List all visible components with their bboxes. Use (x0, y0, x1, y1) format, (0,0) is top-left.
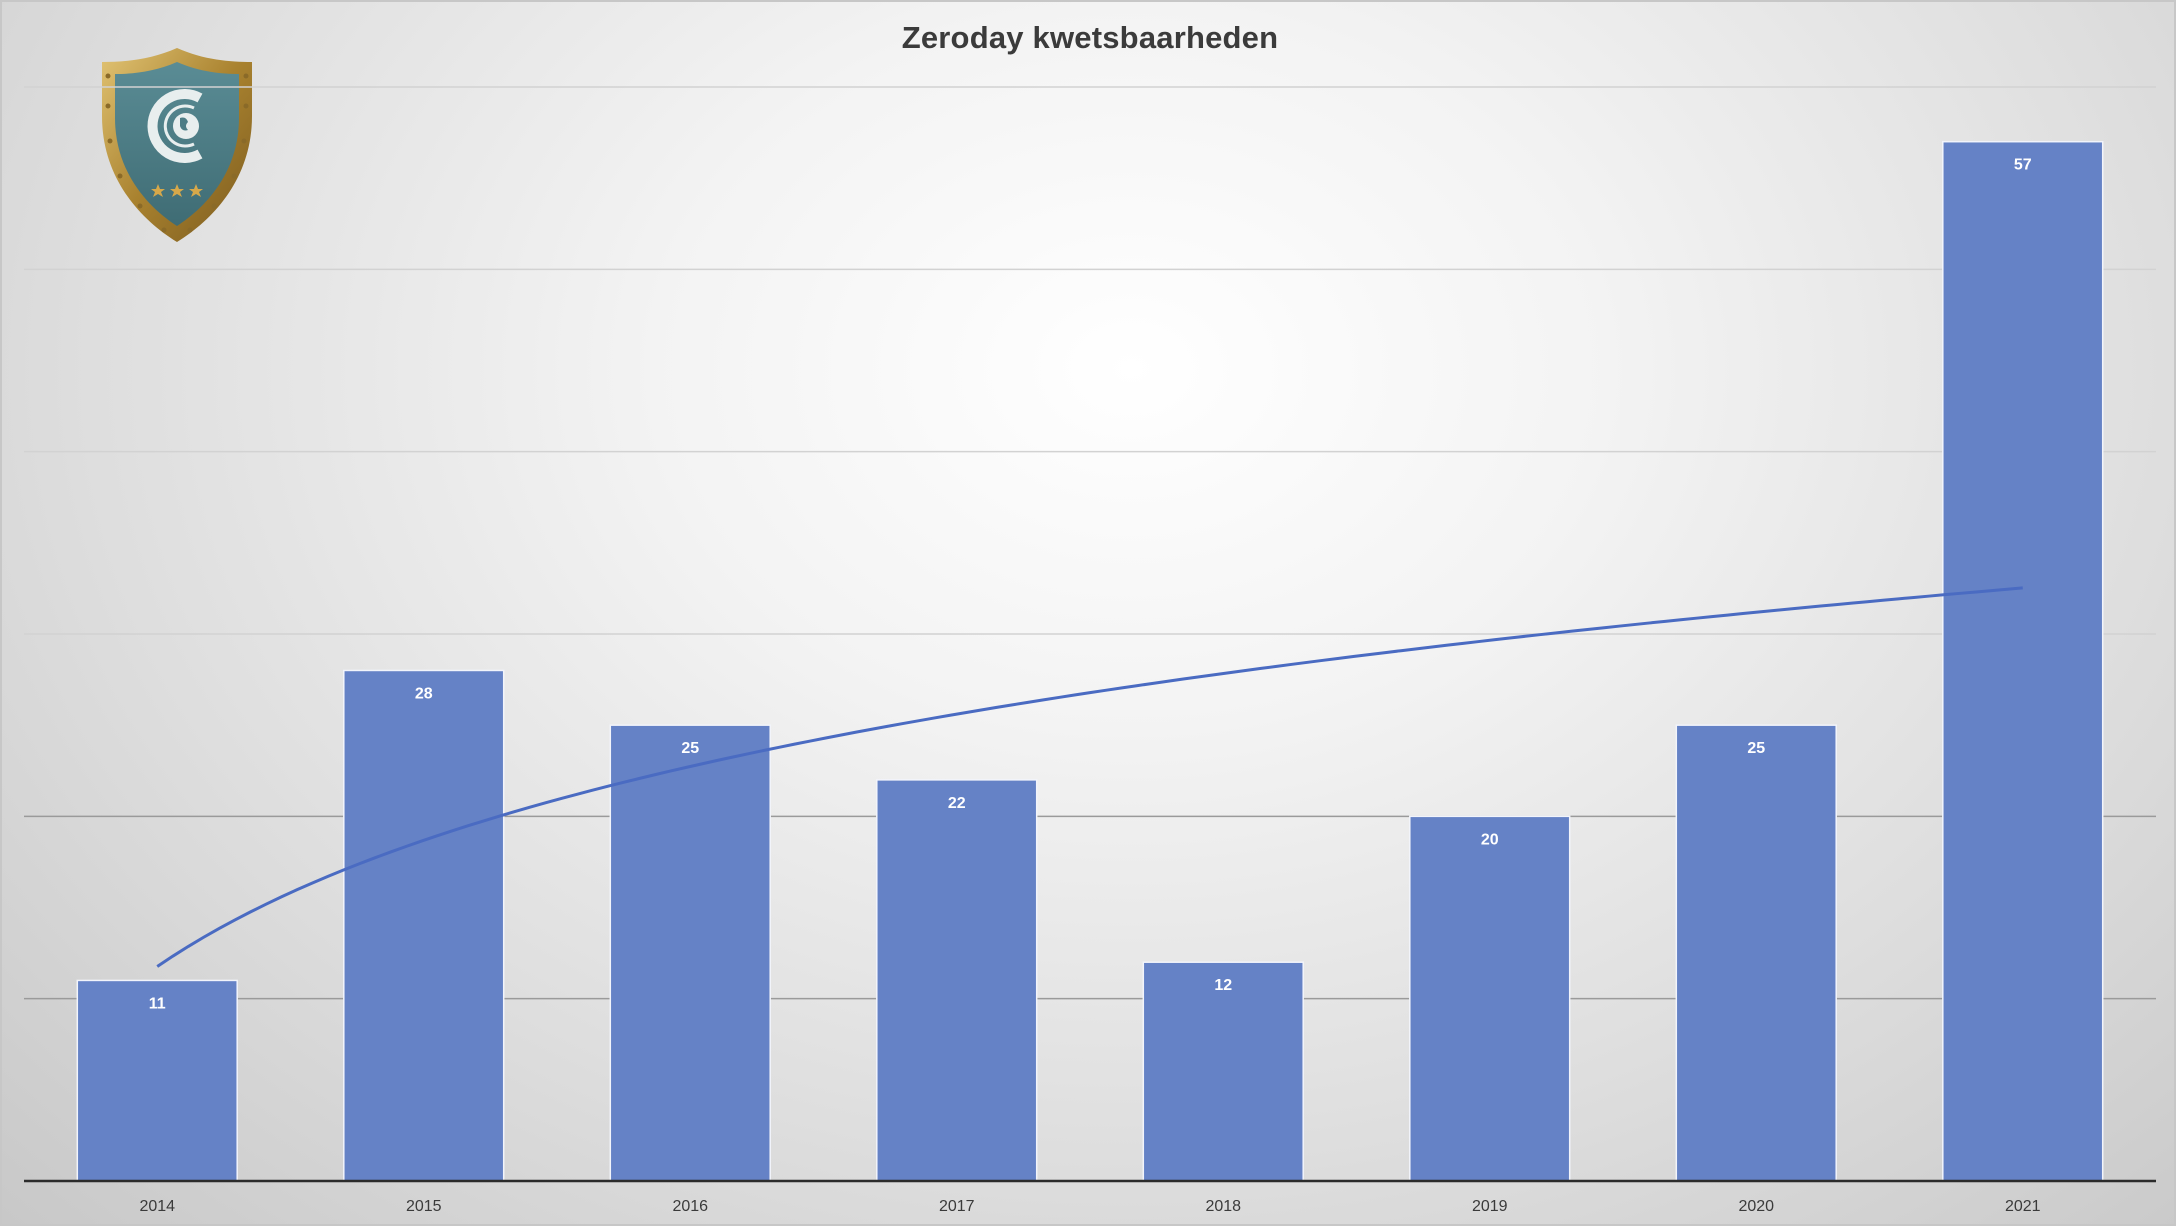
bar (1942, 140, 2104, 1182)
bar (876, 779, 1038, 1182)
x-tick-label: 2014 (139, 1198, 175, 1215)
data-label: 28 (415, 685, 433, 702)
bar (1675, 724, 1837, 1182)
x-tick-label: 2015 (406, 1198, 442, 1215)
x-tick-label: 2016 (672, 1198, 708, 1215)
data-label: 11 (149, 995, 166, 1012)
shield-logo-icon (102, 48, 252, 242)
x-tick-label: 2020 (1738, 1198, 1774, 1215)
bar (343, 669, 505, 1182)
bar (1409, 815, 1571, 1182)
data-label: 25 (681, 740, 699, 757)
data-label: 22 (948, 795, 966, 812)
data-label: 20 (1481, 831, 1499, 848)
data-label: 12 (1214, 977, 1232, 994)
x-tick-label: 2018 (1205, 1198, 1241, 1215)
x-tick-label: 2017 (939, 1198, 975, 1215)
data-label: 25 (1747, 740, 1765, 757)
bar (609, 724, 771, 1182)
x-tick-label: 2019 (1472, 1198, 1508, 1215)
x-tick-label: 2021 (2005, 1198, 2041, 1215)
data-label: 57 (2014, 157, 2032, 174)
trendline (156, 586, 2023, 968)
bar (1142, 961, 1304, 1182)
chart-title: Zeroday kwetsbaarheden (901, 20, 1279, 55)
